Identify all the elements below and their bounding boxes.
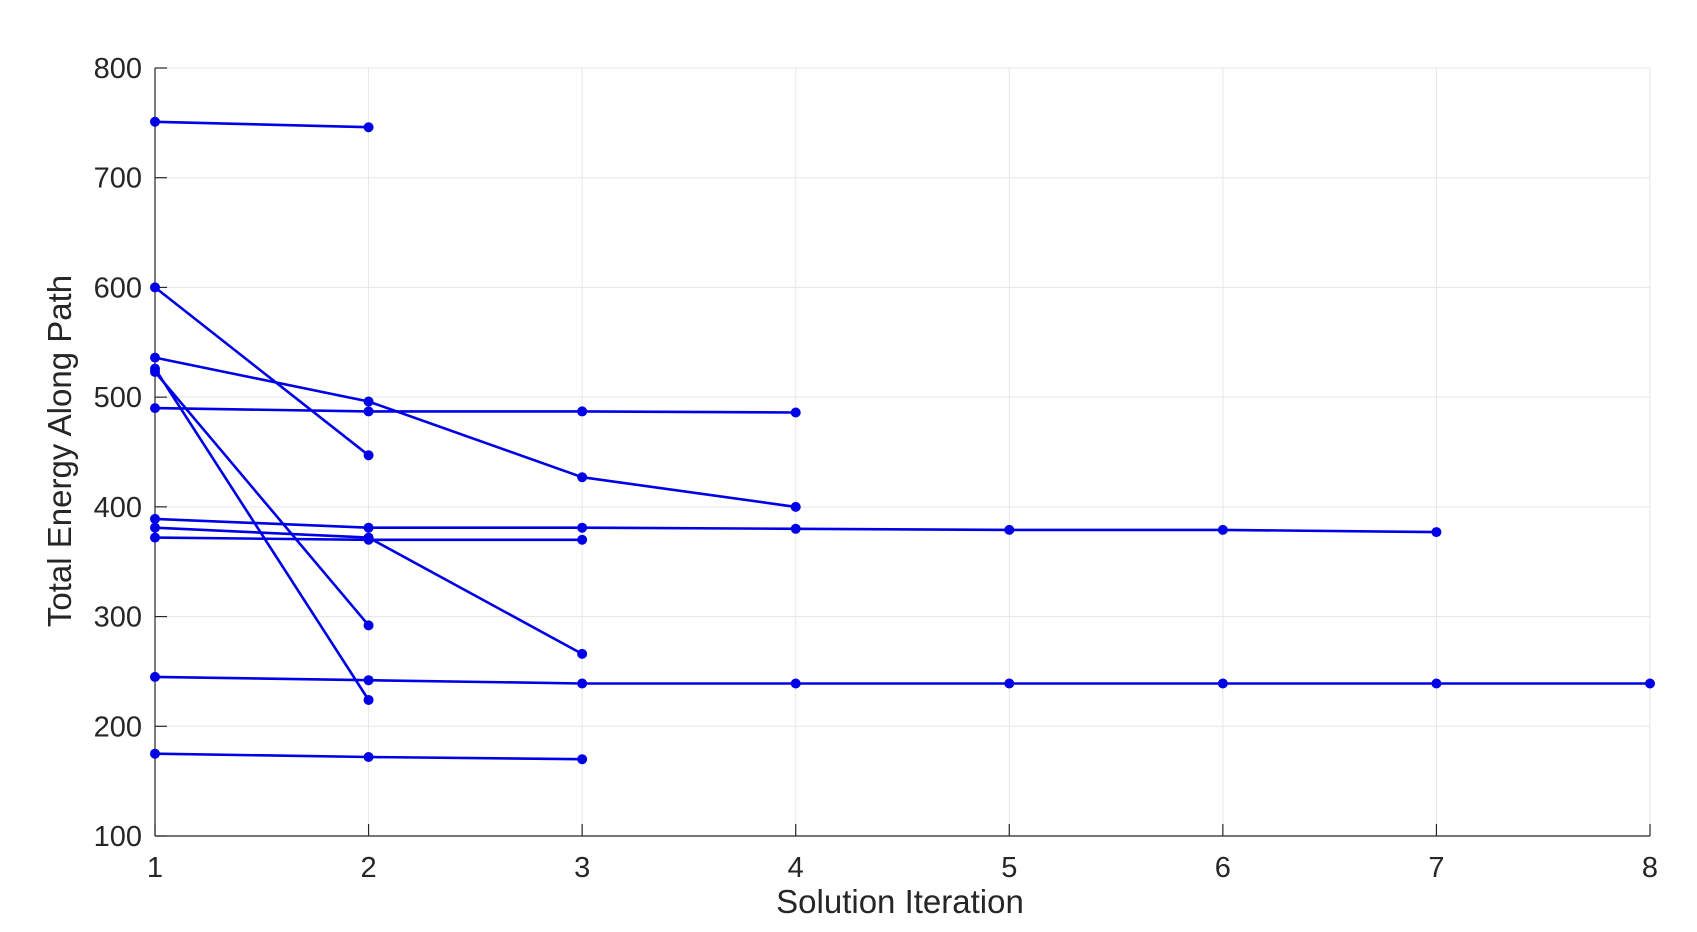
series-1-point xyxy=(150,116,160,127)
y-tick-label: 700 xyxy=(94,163,142,195)
series-2-point xyxy=(363,450,374,461)
x-tick-label: 7 xyxy=(1428,852,1444,884)
series-5-point xyxy=(150,363,160,374)
series-7-point xyxy=(790,523,801,534)
y-tick-label: 500 xyxy=(94,382,142,414)
x-tick-label: 6 xyxy=(1215,852,1231,884)
axes xyxy=(154,67,1651,837)
series-6-point xyxy=(363,406,374,417)
series-10-point xyxy=(1217,678,1228,689)
series-7-point xyxy=(1431,527,1442,538)
series-11-point xyxy=(363,752,374,763)
series-line-6 xyxy=(154,406,796,414)
series-line-1 xyxy=(154,120,369,129)
series-7-point xyxy=(363,522,374,533)
y-tick-label: 400 xyxy=(94,492,142,524)
series-9-point xyxy=(150,532,160,543)
series-10-point xyxy=(1645,678,1655,689)
y-tick-label: 600 xyxy=(94,272,142,304)
series-7-point xyxy=(1217,524,1228,535)
y-tick-label: 100 xyxy=(94,821,142,853)
series-10-point xyxy=(1004,678,1015,689)
series-line-10 xyxy=(154,675,1650,685)
series-3-point xyxy=(577,472,588,483)
series-line-5 xyxy=(153,367,370,701)
x-tick-label: 2 xyxy=(361,852,377,884)
series-6-point xyxy=(150,403,160,414)
x-tick-label: 4 xyxy=(788,852,804,884)
series-10-point xyxy=(1431,678,1442,689)
x-tick-label: 8 xyxy=(1642,852,1658,884)
series-8-point xyxy=(577,648,588,659)
series-9-point xyxy=(363,534,374,545)
series-2-point xyxy=(150,282,160,293)
series-3-point xyxy=(790,501,801,512)
grid-lines xyxy=(155,67,1651,836)
series-10-point xyxy=(577,678,588,689)
series-line-2 xyxy=(154,286,370,457)
series-3-point xyxy=(363,396,374,407)
series-4-point xyxy=(363,620,374,631)
series-10-point xyxy=(790,678,801,689)
x-tick-label: 5 xyxy=(1001,852,1017,884)
series-line-3 xyxy=(154,356,796,509)
series-10-point xyxy=(363,675,374,686)
x-tick-label: 3 xyxy=(574,852,590,884)
y-axis-label: Total Energy Along Path xyxy=(41,275,78,627)
y-tick-label: 300 xyxy=(94,602,142,634)
y-tick-label: 800 xyxy=(94,53,142,85)
series-line-4 xyxy=(154,371,370,627)
series-7-point xyxy=(1004,524,1015,535)
x-axis-label: Solution Iteration xyxy=(776,883,1024,920)
series-11-point xyxy=(577,754,588,765)
series-5-point xyxy=(363,694,374,705)
series-11-point xyxy=(150,748,160,759)
x-tick-label: 1 xyxy=(147,852,163,884)
series-10-point xyxy=(150,671,160,682)
series-8-point xyxy=(150,522,160,533)
series-3-point xyxy=(150,352,160,363)
series-group xyxy=(150,116,1655,765)
y-tick-label: 200 xyxy=(94,711,142,743)
tick-labels: 1 2 3 4 5 6 7 8 100 200 300 400 500 600 700 800 xyxy=(94,53,1658,884)
series-1-point xyxy=(363,122,374,133)
series-9-point xyxy=(577,534,588,545)
series-7-point xyxy=(577,522,588,533)
series-7-point xyxy=(150,513,160,524)
series-6-point xyxy=(790,407,801,418)
series-6-point xyxy=(577,406,588,417)
